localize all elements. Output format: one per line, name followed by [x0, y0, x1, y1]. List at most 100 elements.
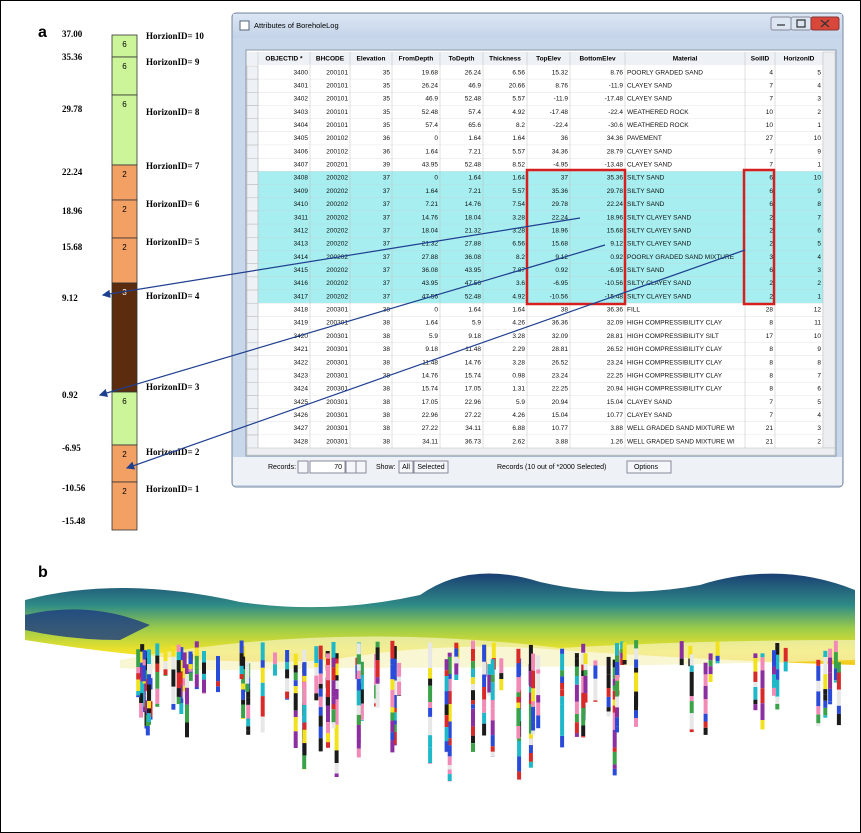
borehole-segment [536, 674, 540, 684]
borehole-segment [615, 717, 619, 726]
borehole-segment [240, 653, 244, 666]
table-cell: 52.48 [465, 96, 482, 103]
borehole-segment [319, 716, 323, 727]
row-selector [247, 409, 258, 422]
table-cell: 9 [817, 188, 821, 195]
table-cell: 3410 [294, 201, 309, 208]
maximize-button[interactable] [791, 17, 811, 30]
table-cell: 3.28 [512, 333, 525, 340]
column-header: Thickness [489, 56, 521, 63]
table-cell: 9 [817, 346, 821, 353]
table-cell: 17.05 [465, 386, 482, 393]
borehole-segment [357, 671, 361, 679]
borehole-segment [499, 673, 503, 679]
borehole-segment [487, 693, 491, 696]
row-selector [247, 158, 258, 171]
borehole-segment [454, 675, 458, 680]
horizontal-scrollbar [247, 448, 835, 455]
table-cell: 5 [817, 69, 821, 76]
borehole-segment [531, 701, 535, 707]
table-cell: 5.57 [512, 96, 525, 103]
borehole-segment [319, 659, 323, 673]
borehole-segment [709, 660, 713, 666]
borehole-segment [823, 715, 827, 717]
table-cell: 8.76 [555, 82, 568, 89]
borehole-segment [584, 664, 588, 670]
borehole-segment [177, 645, 181, 652]
borehole-segment [823, 657, 827, 674]
horizon-label: HorizonID= 4 [146, 291, 200, 301]
table-cell: 27 [766, 135, 774, 142]
borehole-segment [179, 703, 183, 714]
elevation-label: 37.00 [62, 29, 83, 39]
borehole-segment [155, 643, 159, 655]
borehole-segment [454, 657, 458, 664]
table-cell: HIGH COMPRESSIBILITY SILT [627, 333, 719, 340]
borehole-segment [593, 666, 597, 679]
borehole-segment [195, 648, 199, 656]
minimize-button[interactable] [771, 17, 791, 30]
borehole-segment [761, 653, 765, 657]
table-cell: 14.76 [422, 372, 439, 379]
elevation-label: 18.96 [62, 206, 83, 216]
borehole-segment [772, 650, 776, 667]
borehole-segment [560, 736, 564, 747]
borehole-segment [499, 679, 503, 690]
borehole-segment [390, 713, 394, 721]
borehole-segment [294, 717, 298, 731]
borehole-segment [690, 690, 694, 697]
column-header: BHCODE [316, 56, 345, 63]
table-cell: 23.24 [607, 359, 624, 366]
table-cell: 36.36 [552, 320, 569, 327]
table-cell: SILTY CLAYEY SAND [627, 280, 691, 287]
table-cell: 43.95 [422, 162, 439, 169]
borehole-segment [448, 756, 452, 765]
borehole-segment [471, 727, 475, 736]
borehole-segment [482, 724, 486, 736]
borehole-segment [357, 725, 361, 733]
borehole-segment [531, 722, 535, 730]
table-cell: 3422 [294, 359, 309, 366]
borehole-segment [189, 652, 193, 665]
borehole-segment [428, 668, 432, 678]
borehole-segment [491, 720, 495, 735]
table-cell: 7.21 [468, 188, 481, 195]
table-cell: 3418 [294, 307, 309, 314]
table-cell: 4 [817, 412, 821, 419]
record-number: 70 [334, 464, 342, 471]
borehole-segment [607, 707, 611, 711]
table-cell: 35 [383, 96, 391, 103]
table-cell: 10 [766, 109, 774, 116]
borehole-segment [390, 690, 394, 707]
table-cell: 7 [769, 399, 773, 406]
borehole-segment [471, 709, 475, 727]
table-cell: 28.81 [607, 333, 624, 340]
borehole-segment [273, 652, 277, 664]
table-cell: 200102 [326, 135, 348, 142]
borehole-segment [560, 676, 564, 683]
borehole-segment [261, 701, 265, 716]
table-cell: 1 [817, 293, 821, 300]
table-cell: 9.18 [468, 333, 481, 340]
borehole-segment [704, 674, 708, 686]
nav-button[interactable] [356, 461, 366, 473]
nav-button[interactable] [298, 461, 308, 473]
table-cell: 5.9 [516, 399, 525, 406]
table-cell: 8 [769, 346, 773, 353]
table-cell: 27.88 [422, 254, 439, 261]
borehole-segment [581, 708, 585, 726]
table-cell: 21 [766, 438, 774, 445]
borehole-segment [285, 662, 289, 669]
nav-button[interactable] [346, 461, 356, 473]
borehole-segment [171, 646, 175, 657]
borehole-segment [303, 705, 307, 723]
borehole-segment [241, 705, 245, 719]
horizon-label: HorizonID= 9 [146, 57, 200, 67]
borehole-segment [202, 674, 206, 680]
table-cell: POORLY GRADED SAND [627, 69, 703, 76]
table-cell: 36.73 [465, 438, 482, 445]
borehole-segment [216, 665, 220, 681]
borehole-segment [273, 664, 277, 675]
table-cell: 6.56 [512, 69, 525, 76]
borehole-segment [246, 705, 250, 719]
